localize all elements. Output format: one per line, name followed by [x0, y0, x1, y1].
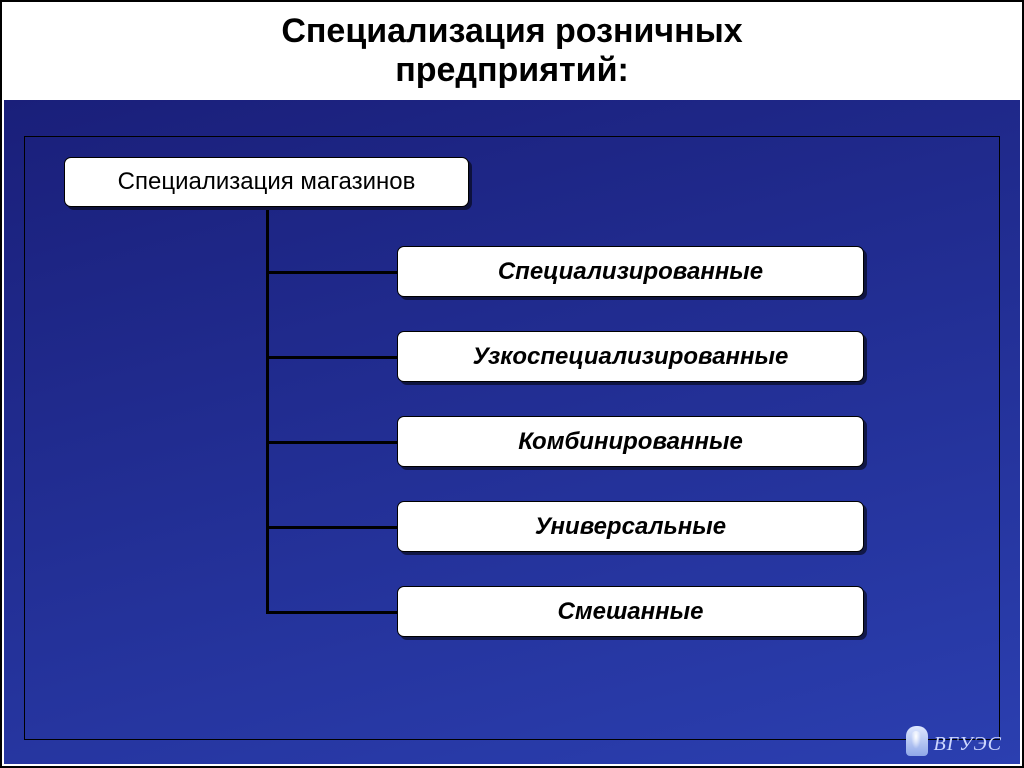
tree-child: Комбинированные [397, 416, 864, 467]
logo-icon [906, 726, 928, 756]
slide-title: Специализация розничных предприятий: [22, 12, 1002, 90]
slide: Специализация розничных предприятий: ВГУ… [0, 0, 1024, 768]
tree-branch-line [266, 356, 397, 359]
tree-child: Смешанные [397, 586, 864, 637]
footer-logo: ВГУЭС [906, 726, 1003, 756]
logo-text: ВГУЭС [934, 733, 1003, 756]
title-line-1: Специализация розничных [281, 12, 742, 50]
tree-branch-line [266, 526, 397, 529]
tree-child: Специализированные [397, 246, 864, 297]
title-line-2: предприятий: [395, 51, 629, 89]
tree-root: Специализация магазинов [64, 157, 469, 207]
tree-branch-line [266, 271, 397, 274]
title-band: Специализация розничных предприятий: [2, 2, 1022, 104]
tree-child: Узкоспециализированные [397, 331, 864, 382]
slide-body: ВГУЭС Специализация магазинов Специализир… [4, 100, 1020, 764]
tree-branch-line [266, 611, 397, 614]
tree-branch-line [266, 441, 397, 444]
tree-child: Универсальные [397, 501, 864, 552]
